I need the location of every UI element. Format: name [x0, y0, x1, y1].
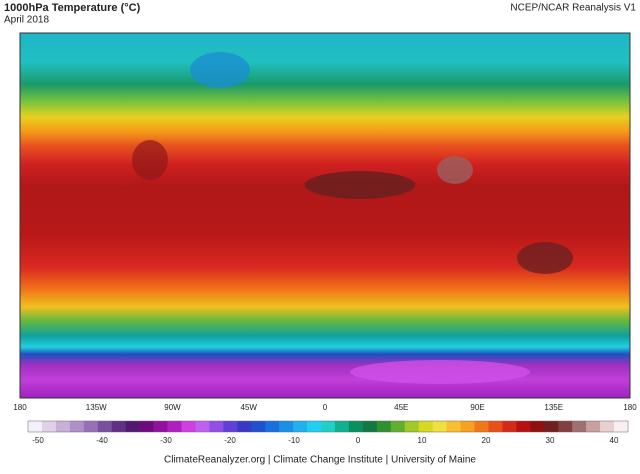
- colorbar-label: -20: [224, 436, 236, 445]
- colorbar-cell: [55, 421, 71, 432]
- colorbar-cell: [251, 421, 266, 432]
- colorbar-cell: [41, 421, 57, 432]
- colorbar-cell: [69, 421, 85, 432]
- colorbar-cell: [376, 421, 392, 432]
- lon-label: 180: [13, 403, 27, 412]
- colorbar-cell: [28, 421, 43, 432]
- colorbar-cell: [195, 421, 210, 432]
- colorbar-cell: [362, 421, 378, 432]
- mexico-heat: [132, 140, 168, 180]
- title: 1000hPa Temperature (°C): [4, 2, 141, 14]
- colorbar-cell: [502, 421, 517, 432]
- colorbar-label: 10: [418, 436, 427, 445]
- greenland-cold: [190, 52, 250, 88]
- lon-label: 180: [623, 403, 637, 412]
- lon-labels: 180 135W 90W 45W 0 45E 90E 135E 180: [13, 403, 637, 412]
- colorbar-label: 30: [546, 436, 555, 445]
- lon-label: 135E: [544, 403, 563, 412]
- colorbar-cell: [432, 421, 447, 432]
- colorbar-cell: [139, 421, 154, 432]
- map-frame: [19, 32, 631, 399]
- lon-label: 90W: [164, 403, 181, 412]
- antarctic-cold: [350, 360, 530, 384]
- colorbar-cell: [558, 421, 573, 432]
- colorbar-cell: [181, 421, 196, 432]
- lon-label: 135W: [86, 403, 107, 412]
- colorbar-cell: [237, 421, 252, 432]
- sahara-heat: [305, 171, 415, 199]
- lon-label: 0: [323, 403, 328, 412]
- colorbar-label: -50: [32, 436, 44, 445]
- colorbar-cell: [153, 421, 168, 432]
- colorbar-label: 0: [356, 436, 361, 445]
- colorbar-label: -10: [288, 436, 300, 445]
- colorbar-label: -30: [160, 436, 172, 445]
- footer: ClimateReanalyzer.org | Climate Change I…: [164, 455, 476, 466]
- colorbar-cell: [111, 421, 126, 432]
- colorbar-cell: [572, 421, 587, 432]
- colorbar-cell: [209, 421, 224, 432]
- lon-label: 90E: [470, 403, 484, 412]
- map: [19, 32, 631, 399]
- colorbar-cell: [167, 421, 182, 432]
- colorbar-cell: [321, 421, 336, 432]
- subtitle: April 2018: [4, 15, 49, 26]
- colorbar-cell: [334, 421, 350, 432]
- colorbar-cell: [390, 421, 406, 432]
- colorbar-cell: [348, 421, 364, 432]
- australia-heat: [517, 242, 573, 274]
- colorbar-cell: [600, 421, 615, 432]
- colorbar-label: 40: [610, 436, 619, 445]
- colorbar-cell: [418, 421, 433, 432]
- colorbar-cell: [307, 421, 322, 432]
- colorbar-cell: [97, 421, 113, 432]
- lon-label: 45W: [241, 403, 258, 412]
- temperature-field: [20, 33, 630, 398]
- colorbar-cell: [516, 421, 531, 432]
- colorbar-cell: [586, 421, 601, 432]
- colorbar-cell: [614, 421, 629, 432]
- colorbar-cell: [265, 421, 280, 432]
- colorbar-cell: [460, 421, 475, 432]
- colorbar-cell: [488, 421, 503, 432]
- colorbar-cell: [125, 421, 140, 432]
- colorbar-cell: [530, 421, 545, 432]
- colorbar-cell: [446, 421, 461, 432]
- arabia-heat: [437, 156, 473, 184]
- colorbar-cell: [223, 421, 238, 432]
- colorbar-cell: [83, 421, 99, 432]
- colorbar: -50 -40 -30 -20 -10 0 10 20 30 40: [27, 420, 629, 445]
- colorbar-cell: [404, 421, 419, 432]
- colorbar-cell: [544, 421, 559, 432]
- colorbar-cell: [474, 421, 489, 432]
- colorbar-label: 20: [482, 436, 491, 445]
- colorbar-cell: [293, 421, 308, 432]
- colorbar-label: -40: [96, 436, 108, 445]
- lon-label: 45E: [394, 403, 408, 412]
- source: NCEP/NCAR Reanalysis V1: [510, 3, 636, 14]
- colorbar-frame: [27, 420, 629, 433]
- colorbar-cell: [279, 421, 294, 432]
